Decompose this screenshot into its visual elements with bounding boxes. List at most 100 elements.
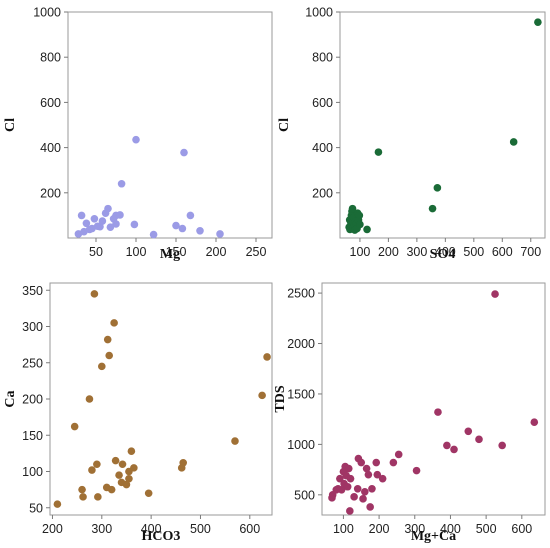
data-point [263, 353, 271, 361]
data-point [179, 459, 187, 467]
x-tick-label: 200 [378, 245, 399, 259]
y-tick-label: 800 [312, 51, 333, 65]
y-tick-label: 50 [29, 501, 43, 515]
data-point [82, 219, 91, 228]
y-axis-label: TDS [273, 385, 288, 412]
data-point [363, 225, 371, 234]
data-point [90, 290, 99, 298]
plot-frame [49, 282, 273, 516]
data-point [104, 204, 112, 213]
data-point [534, 18, 542, 26]
data-point [428, 204, 437, 213]
data-point [343, 482, 352, 491]
data-point [98, 217, 107, 225]
data-point [98, 362, 106, 371]
y-tick-label: 2500 [287, 287, 315, 301]
y-tick-label: 1000 [305, 6, 333, 20]
data-point [258, 391, 266, 400]
data-point [103, 335, 112, 344]
data-point [361, 488, 369, 496]
data-point [180, 148, 188, 157]
y-tick-label: 300 [22, 320, 43, 334]
data-point [355, 211, 364, 220]
data-point [336, 474, 344, 483]
panel-mgca-vs-tds: 100 200 300 400 500 600 500 1000 1500 2000 2500 Mg+… [273, 282, 546, 544]
x-axis-label: SO4 [430, 247, 456, 262]
y-tick-label: 500 [294, 488, 315, 502]
x-tick-label: 100 [126, 245, 147, 259]
x-tick-label: 500 [463, 245, 484, 259]
data-point [127, 447, 136, 456]
panel-so4-vs-cl: 100 200 300 400 500 600 700 200 400 600 800 1000 SO4… [277, 6, 546, 262]
x-tick-label: 300 [404, 522, 425, 536]
panel-hco3-vs-ca: 200 300 400 500 600 50 100 150 200 250 300 350 HCO3 C… [3, 282, 273, 544]
x-tick-label: 300 [91, 522, 112, 536]
data-point [475, 435, 483, 444]
data-point [368, 484, 376, 493]
data-point [196, 226, 204, 235]
data-point [464, 427, 473, 436]
x-tick-label: 50 [89, 245, 103, 259]
data-point [231, 437, 239, 445]
data-point [77, 211, 86, 220]
data-point [107, 485, 116, 494]
y-tick-label: 200 [40, 186, 61, 200]
data-point [433, 184, 442, 192]
data-point [94, 493, 102, 501]
data-point [350, 493, 358, 501]
data-point [116, 211, 124, 219]
data-point [374, 148, 383, 156]
data-point [125, 474, 133, 483]
x-tick-label: 200 [42, 522, 63, 536]
data-point [373, 470, 382, 479]
data-point [362, 464, 371, 473]
panel-mg-vs-cl: 50 100 150 200 250 200 400 600 800 1000 Mg Cl [3, 6, 273, 262]
data-point [394, 450, 403, 459]
y-tick-label: 200 [22, 393, 43, 407]
data-point [85, 395, 94, 403]
data-point [356, 220, 364, 229]
data-point [337, 485, 346, 494]
data-point [450, 445, 458, 454]
x-tick-label: 400 [141, 522, 162, 536]
y-tick-label: 400 [40, 141, 61, 155]
y-tick-label: 1000 [33, 6, 61, 20]
data-point [412, 466, 421, 475]
x-axis-label: HCO3 [142, 529, 181, 544]
data-point [389, 458, 398, 467]
x-tick-label: 250 [246, 245, 267, 259]
data-point [144, 489, 153, 498]
plot-frame [67, 11, 273, 239]
plot-frame [339, 11, 546, 239]
data-point [172, 221, 180, 230]
data-point [372, 458, 381, 467]
data-point [122, 480, 131, 489]
data-point [491, 290, 499, 298]
plot-frame [321, 282, 546, 516]
y-tick-label: 250 [22, 356, 43, 370]
data-point [88, 466, 96, 474]
data-point [443, 441, 451, 450]
x-tick-label: 600 [239, 522, 260, 536]
data-point [346, 474, 355, 483]
data-point [111, 456, 120, 465]
data-point [366, 503, 374, 511]
x-axis-label: Mg+Ca [411, 529, 456, 544]
data-point [186, 211, 195, 220]
data-point [105, 351, 113, 360]
y-tick-label: 1500 [287, 387, 315, 401]
data-point [348, 204, 357, 213]
data-point [112, 220, 120, 228]
x-tick-label: 300 [406, 245, 427, 259]
y-tick-label: 800 [40, 51, 61, 65]
x-tick-label: 400 [435, 245, 456, 259]
x-tick-label: 100 [333, 522, 354, 536]
data-point [117, 179, 126, 188]
x-tick-label: 500 [476, 522, 497, 536]
data-point [110, 319, 118, 327]
data-point [93, 460, 101, 469]
data-point [216, 230, 224, 238]
data-point [130, 220, 139, 229]
y-tick-label: 150 [22, 429, 43, 443]
data-point [70, 422, 79, 431]
